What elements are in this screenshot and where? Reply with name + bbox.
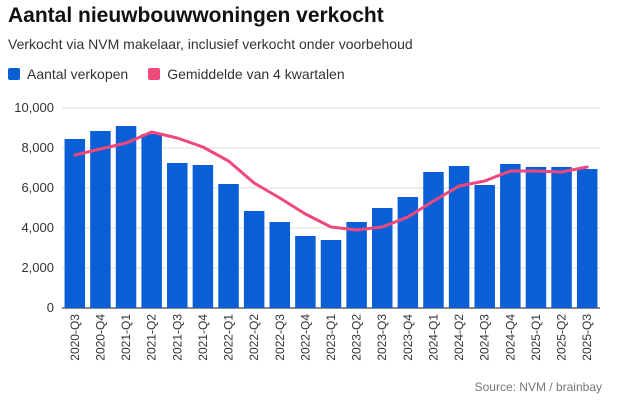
x-tick-label: 2021-Q2 [145,314,159,361]
y-tick-label: 0 [47,300,54,315]
bar [525,167,547,308]
x-tick-label: 2020-Q3 [68,314,82,361]
chart-subtitle: Verkocht via NVM makelaar, inclusief ver… [8,36,413,52]
x-tick-label: 2021-Q4 [196,314,210,361]
x-tick-label: 2025-Q1 [529,314,543,361]
x-tick-label: 2023-Q3 [375,314,389,361]
legend-swatch-bars [8,68,20,80]
x-tick-label: 2020-Q4 [93,314,107,361]
x-tick-label: 2022-Q2 [247,314,261,361]
bar [192,165,214,308]
x-tick-label: 2021-Q1 [119,314,133,361]
bar [551,167,572,308]
bar [64,139,86,308]
y-tick-label: 4,000 [21,220,54,235]
y-tick-label: 10,000 [14,100,54,115]
y-tick-label: 6,000 [21,180,54,195]
y-tick-label: 8,000 [21,140,54,155]
bar [346,222,367,308]
average-line [73,130,589,232]
bar [218,184,239,308]
bar [115,126,137,308]
bar [474,185,495,308]
bar [500,164,521,308]
x-tick-label: 2022-Q4 [298,314,312,361]
bar [320,240,342,308]
x-tick-label: 2024-Q4 [503,314,517,361]
bar [141,134,162,308]
x-tick-label: 2025-Q3 [580,314,594,361]
x-tick-label: 2021-Q3 [170,314,184,361]
x-tick-label: 2025-Q2 [555,314,569,361]
x-tick-label: 2023-Q2 [350,314,364,361]
legend-item-bars: Aantal verkopen [8,66,128,82]
bar [576,169,598,308]
chart-title: Aantal nieuwbouwwoningen verkocht [8,4,384,27]
x-tick-label: 2023-Q1 [324,314,338,361]
bar [167,163,188,308]
bar [448,166,470,308]
x-tick-label: 2022-Q3 [273,314,287,361]
bar [90,131,111,308]
source-note: Source: NVM / brainbay [474,380,602,394]
x-tick-label: 2022-Q1 [222,314,236,361]
legend-swatch-line [148,68,161,80]
x-tick-label: 2024-Q3 [478,314,492,361]
bar [243,211,265,308]
y-tick-label: 2,000 [21,260,54,275]
x-tick-label: 2023-Q4 [401,314,415,361]
legend: Aantal verkopen Gemiddelde van 4 kwartal… [8,66,359,82]
legend-label-bars: Aantal verkopen [27,66,129,82]
x-tick-label: 2024-Q1 [426,314,440,361]
x-tick-label: 2024-Q2 [452,314,466,361]
bar [295,236,316,308]
bar [423,172,444,308]
bar [269,222,291,308]
bar [397,197,419,308]
bar [371,208,393,308]
legend-label-line: Gemiddelde van 4 kwartalen [167,66,345,82]
legend-item-line: Gemiddelde van 4 kwartalen [148,66,345,82]
